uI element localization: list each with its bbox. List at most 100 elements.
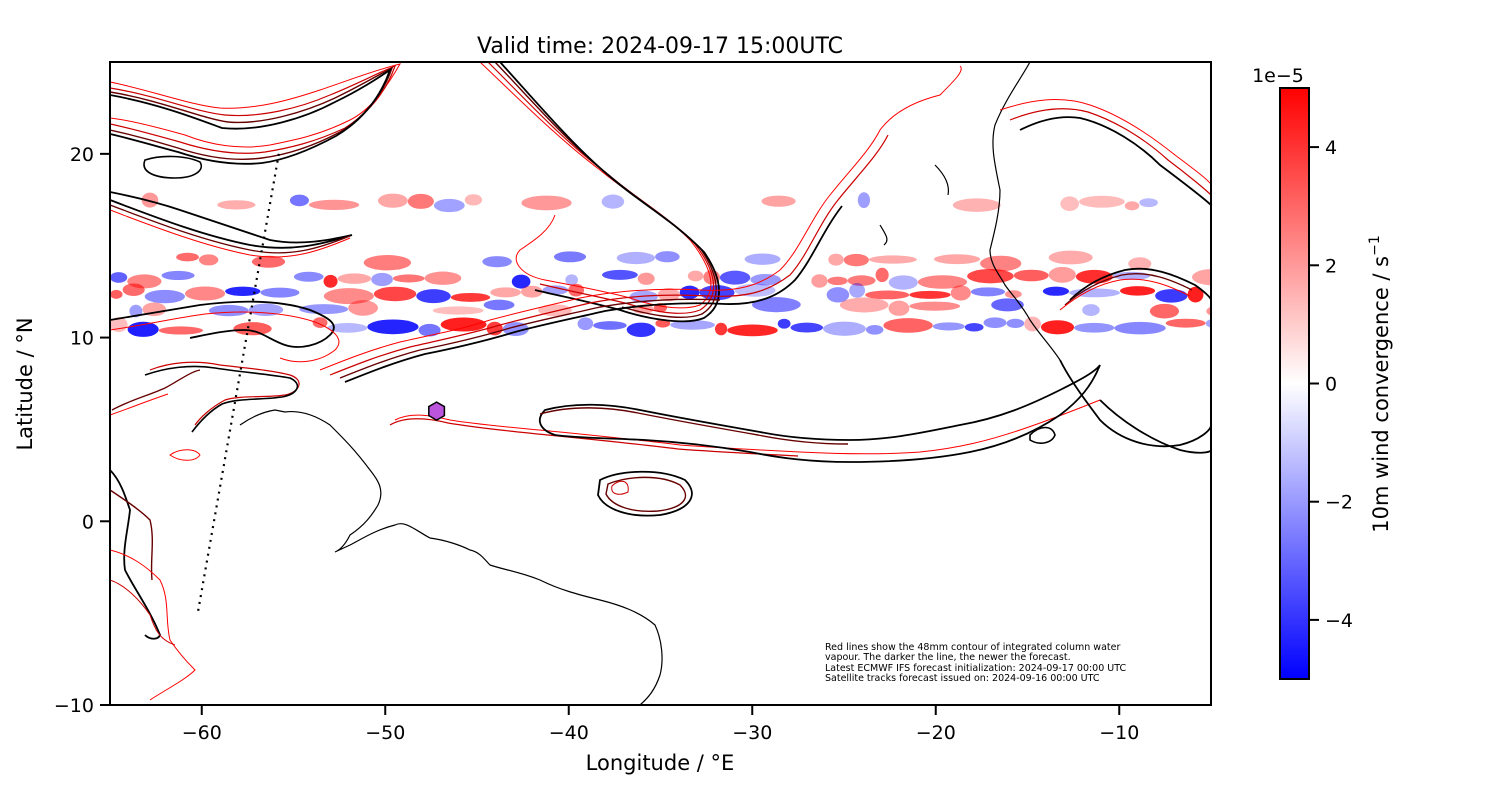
convergence-cell: [251, 255, 286, 268]
convergence-cell: [577, 317, 594, 331]
convergence-cell: [828, 253, 844, 266]
convergence-cell: [980, 255, 1022, 272]
convergence-cell: [198, 254, 219, 266]
convergence-cell: [176, 252, 199, 262]
convergence-cell: [424, 271, 462, 285]
convergence-cell: [811, 274, 828, 288]
convergence-cell: [1187, 286, 1204, 303]
chart-title: Valid time: 2024-09-17 15:00UTC: [477, 34, 843, 59]
convergence-cell: [1006, 318, 1025, 329]
convergence-cell: [511, 274, 531, 289]
convergence-cell: [655, 251, 680, 263]
x-tick-label: −10: [1099, 722, 1139, 744]
convergence-cell: [909, 290, 951, 299]
convergence-cell: [217, 200, 256, 210]
colorbar-tick-label: 2: [1325, 255, 1337, 277]
convergence-cell: [875, 267, 889, 283]
convergence-cell: [719, 270, 751, 285]
convergence-cell: [433, 198, 465, 213]
convergence-cell: [679, 285, 700, 299]
convergence-cell: [233, 322, 272, 336]
convergence-cell: [934, 254, 981, 265]
x-tick-label: −60: [182, 722, 222, 744]
convergence-cell: [983, 317, 1007, 329]
convergence-cell: [520, 285, 543, 298]
convergence-cell: [1128, 257, 1152, 271]
convergence-cell: [888, 275, 918, 290]
convergence-cell: [323, 274, 338, 288]
convergence-cell: [839, 297, 889, 313]
colorbar: [1279, 87, 1310, 680]
convergence-cell: [432, 306, 484, 315]
y-tick-label: 20: [70, 144, 94, 166]
convergence-cell: [312, 317, 328, 329]
convergence-cell: [865, 290, 910, 300]
x-tick-label: −30: [732, 722, 772, 744]
x-tick-label: −50: [365, 722, 405, 744]
convergence-cell: [521, 195, 572, 211]
convergence-cell: [1048, 250, 1093, 265]
colorbar-tick-label: −2: [1325, 492, 1353, 514]
convergence-cell: [917, 275, 968, 289]
convergence-cell: [827, 276, 848, 286]
colorbar-tick-label: 0: [1325, 374, 1337, 396]
convergence-cell: [158, 326, 203, 335]
y-tick-label: −10: [54, 695, 94, 717]
convergence-cell: [363, 255, 412, 271]
convergence-cell: [1119, 286, 1156, 296]
convergence-cell: [670, 320, 715, 330]
convergence-cell: [868, 255, 917, 264]
convergence-cell: [1155, 289, 1188, 303]
convergence-cell: [1060, 196, 1080, 212]
convergence-cell: [601, 194, 625, 209]
convergence-cell: [777, 318, 791, 329]
convergence-cell: [1139, 198, 1158, 208]
convergence-cell: [687, 270, 704, 282]
convergence-cell: [1114, 321, 1166, 335]
convergence-cell: [626, 322, 656, 338]
convergence-cell: [373, 286, 417, 302]
convergence-cell: [823, 321, 866, 336]
x-axis-label: Longitude / °E: [586, 751, 735, 775]
convergence-cell: [1048, 266, 1076, 283]
convergence-cell: [308, 199, 360, 210]
convergence-cell: [952, 198, 1001, 212]
convergence-cell: [110, 272, 128, 283]
coastlines: [239, 62, 1061, 705]
hexagon-marker: [428, 401, 446, 421]
convergence-cell: [1075, 269, 1113, 284]
convergence-cell: [184, 286, 226, 301]
map-frame: [109, 61, 1212, 706]
convergence-cell: [144, 289, 185, 304]
convergence-cell: [849, 283, 866, 298]
map-area: [110, 62, 1211, 705]
water-vapour-contours: [110, 62, 1211, 701]
convergence-cell: [1042, 286, 1070, 296]
convergence-cell: [601, 269, 638, 280]
convergence-cell: [327, 323, 368, 333]
colorbar-label-text: 10m wind convergence / s: [1369, 256, 1393, 533]
convergence-cell: [553, 251, 587, 263]
convergence-cell: [416, 289, 451, 304]
convergence-cell: [323, 288, 374, 305]
convergence-cell: [637, 272, 655, 285]
convergence-cell: [289, 194, 309, 207]
convergence-cell: [225, 286, 261, 297]
convergence-cell: [418, 323, 441, 337]
convergence-cell: [991, 298, 1024, 312]
convergence-cell: [490, 287, 521, 298]
convergence-cell: [1165, 318, 1206, 328]
convergence-cell: [1040, 320, 1075, 335]
convergence-cell: [1013, 269, 1049, 282]
convergence-cell: [714, 322, 728, 336]
convergence-cell: [1005, 290, 1022, 299]
convergence-cell: [843, 253, 869, 267]
convergence-cell: [371, 272, 393, 287]
convergence-cell: [1149, 303, 1180, 319]
x-tick-label: −20: [916, 722, 956, 744]
convergence-cell: [348, 300, 378, 316]
convergence-field: [110, 192, 1211, 338]
convergence-cell: [865, 325, 884, 335]
y-tick-label: 10: [70, 328, 94, 350]
convergence-cell: [752, 297, 801, 313]
